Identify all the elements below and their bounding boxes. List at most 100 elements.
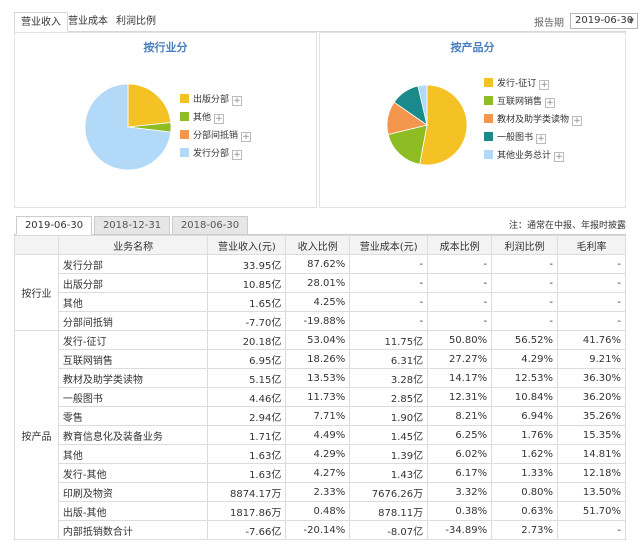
value-cell: - (427, 254, 493, 274)
table-header-row: 业务名称 营业收入(元) 收入比例 营业成本(元) 成本比例 利润比例 毛利率 (14, 235, 626, 255)
value-cell: - (491, 311, 559, 331)
value-cell: 6.94% (491, 406, 559, 426)
table-row: 出版分部 10.85亿 28.01% - - - - (15, 273, 626, 293)
plus-icon[interactable]: + (536, 134, 547, 144)
business-name-cell: 一般图书 (57, 387, 209, 407)
value-cell: - (491, 292, 559, 312)
legend-swatch (484, 114, 493, 123)
date-tab-2018-06-30[interactable]: 2018-06-30 (172, 216, 248, 235)
value-cell: 6.31亿 (349, 349, 429, 369)
business-name-cell: 互联网销售 (57, 349, 209, 369)
plus-icon[interactable]: + (545, 98, 556, 108)
pie-slice-互联网销售[interactable] (387, 124, 428, 165)
header-revenue: 营业收入(元) (207, 235, 287, 255)
value-cell: 12.53% (491, 368, 559, 388)
value-cell: 878.11万 (349, 501, 429, 521)
legend-item[interactable]: 教材及助学类读物 + (484, 114, 583, 126)
plus-icon[interactable]: + (214, 114, 225, 124)
value-cell: 11.73% (285, 387, 351, 407)
table-row: 其他 1.63亿 4.29% 1.39亿 6.02% 1.62% 14.81% (15, 444, 626, 464)
value-cell: 20.18亿 (207, 330, 287, 350)
date-tab-bar: 2019-06-30 2018-12-31 2018-06-30 注：通常在中报… (14, 215, 626, 235)
value-cell: 12.18% (557, 463, 626, 483)
legend-item[interactable]: 互联网销售 + (484, 96, 556, 108)
product-panel-title: 按产品分 (450, 41, 495, 54)
header-revenue-ratio: 收入比例 (285, 235, 351, 255)
plus-icon[interactable]: + (539, 80, 550, 90)
table-row: 内部抵销数合计 -7.66亿 -20.14% -8.07亿 -34.89% 2.73% - (15, 520, 626, 540)
legend-item[interactable]: 发行分部 + (180, 148, 243, 160)
pie-slice-发行-征订[interactable] (419, 84, 468, 166)
value-cell: - (491, 273, 559, 293)
business-name-cell: 内部抵销数合计 (57, 520, 209, 540)
value-cell: 0.80% (491, 482, 559, 502)
table-row: 教育信息化及装备业务 1.71亿 4.49% 1.45亿 6.25% 1.76% 15.35… (15, 425, 626, 445)
pie-slice-发行分部[interactable] (84, 83, 172, 171)
tab-cost[interactable]: 营业成本 (68, 16, 108, 27)
value-cell: - (557, 520, 626, 540)
plus-icon[interactable]: + (554, 152, 565, 162)
legend-item[interactable]: 一般图书 + (484, 132, 547, 144)
legend-item[interactable]: 其他 + (180, 112, 225, 124)
period-select[interactable]: 2019-06-30 ▼ (570, 13, 638, 29)
tab-revenue[interactable]: 营业收入 (14, 12, 68, 32)
tab-profit-ratio[interactable]: 利润比例 (116, 16, 156, 27)
value-cell: 1.45亿 (349, 425, 429, 445)
table-row: 按产品 发行-征订 20.18亿 53.04% 11.75亿 50.80% 56.52% 41… (14, 330, 626, 540)
business-name-cell: 出版分部 (57, 273, 209, 293)
value-cell: 2.94亿 (207, 406, 287, 426)
value-cell: -20.14% (285, 520, 351, 540)
date-tab-2018-12-31[interactable]: 2018-12-31 (94, 216, 170, 235)
pie-slice-出版分部[interactable] (127, 83, 172, 128)
value-cell: - (557, 292, 626, 312)
value-cell: 1.71亿 (207, 425, 287, 445)
value-cell: 1.76% (491, 425, 559, 445)
value-cell: 28.01% (285, 273, 351, 293)
business-name-cell: 教材及助学类读物 (57, 368, 209, 388)
segment-label: 按产品 (14, 330, 59, 540)
value-cell: 33.95亿 (207, 254, 287, 274)
legend-label: 发行分部 (193, 149, 230, 159)
value-cell: 56.52% (491, 330, 559, 350)
value-cell: -34.89% (427, 520, 493, 540)
industry-panel-title: 按行业分 (143, 41, 188, 54)
value-cell: 4.46亿 (207, 387, 287, 407)
legend-swatch (180, 148, 189, 157)
value-cell: 14.81% (557, 444, 626, 464)
legend-label: 发行-征订 (497, 79, 537, 89)
table-row: 一般图书 4.46亿 11.73% 2.85亿 12.31% 10.84% 36.20% (15, 387, 626, 407)
legend-swatch (484, 132, 493, 141)
date-tab-2019-06-30[interactable]: 2019-06-30 (16, 216, 92, 235)
table-row: 零售 2.94亿 7.71% 1.90亿 8.21% 6.94% 35.26% (15, 406, 626, 426)
value-cell: 4.29% (491, 349, 559, 369)
header-gross-margin: 毛利率 (557, 235, 626, 255)
legend-item[interactable]: 出版分部 + (180, 94, 243, 106)
value-cell: - (491, 254, 559, 274)
period-select-value: 2019-06-30 (575, 15, 634, 26)
plus-icon[interactable]: + (232, 150, 243, 160)
value-cell: 27.27% (427, 349, 493, 369)
legend-label: 其他业务总计 (497, 151, 552, 161)
revenue-breakdown-table: 业务名称 营业收入(元) 收入比例 营业成本(元) 成本比例 利润比例 毛利率 … (14, 235, 626, 540)
value-cell: 4.29% (285, 444, 351, 464)
value-cell: 1.33% (491, 463, 559, 483)
value-cell: 36.30% (557, 368, 626, 388)
value-cell: - (427, 292, 493, 312)
legend-item[interactable]: 其他业务总计 + (484, 150, 565, 162)
legend-item[interactable]: 分部间抵销 + (180, 130, 252, 142)
value-cell: - (349, 254, 429, 274)
business-name-cell: 其他 (57, 444, 209, 464)
business-name-cell: 发行-征订 (57, 330, 209, 350)
plus-icon[interactable]: + (241, 132, 252, 142)
legend-item[interactable]: 发行-征订 + (484, 78, 550, 90)
plus-icon[interactable]: + (572, 116, 583, 126)
business-name-cell: 发行分部 (57, 254, 209, 274)
pie-slice-其他业务总计[interactable] (417, 84, 428, 126)
plus-icon[interactable]: + (232, 96, 243, 106)
value-cell: 41.76% (557, 330, 626, 350)
value-cell: 6.25% (427, 425, 493, 445)
legend-swatch (484, 78, 493, 87)
value-cell: 13.50% (557, 482, 626, 502)
value-cell: 1.62% (491, 444, 559, 464)
value-cell: 15.35% (557, 425, 626, 445)
